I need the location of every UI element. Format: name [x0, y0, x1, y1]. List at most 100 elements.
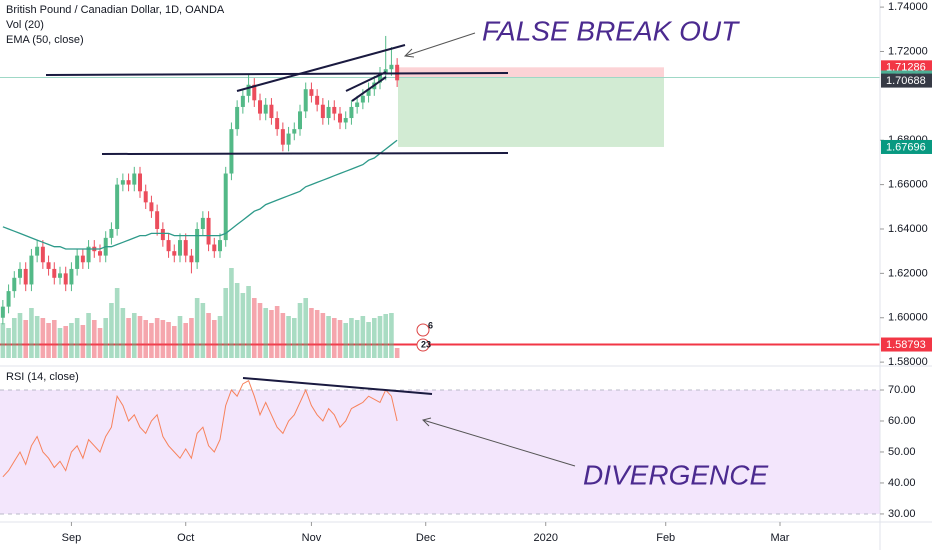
y-tick-label: 60.00 — [888, 415, 916, 427]
candle-body — [355, 102, 360, 107]
drawings — [45, 44, 509, 395]
price-label-box — [881, 73, 932, 88]
volume-bar — [63, 326, 69, 358]
candle-body — [86, 246, 91, 263]
candle-body — [98, 251, 102, 256]
volume-bar — [51, 320, 57, 358]
axis-layer: Sep Oct Nov Dec 2020 Feb Mar 1.58000 1.60000 1.62… — [62, 1, 932, 544]
candle-body — [240, 95, 245, 107]
candle-body — [280, 129, 285, 145]
candle-body — [120, 180, 125, 185]
candle-body — [195, 228, 200, 263]
volume-bar — [303, 298, 309, 358]
candle-body — [75, 255, 80, 269]
y-tick-label: 1.58000 — [888, 356, 928, 368]
volume-bar — [383, 314, 389, 358]
candle-body — [366, 89, 371, 96]
candle-body — [29, 255, 34, 285]
candle-body — [178, 240, 182, 256]
divergence-line — [242, 377, 433, 395]
y-tick-label: 40.00 — [888, 477, 916, 489]
volume-bar — [280, 313, 286, 358]
volume-bar — [377, 316, 383, 358]
y-tick-label: 1.66000 — [888, 179, 928, 191]
volume-bar — [343, 323, 349, 358]
volume-bar — [389, 313, 394, 358]
volume-bar — [69, 323, 74, 358]
candle-body — [200, 217, 205, 229]
volume-bar — [0, 323, 6, 358]
volume-bar — [109, 303, 114, 358]
y-tick-label: 1.60000 — [888, 312, 928, 324]
candle-body — [18, 268, 22, 278]
candle-body — [269, 104, 274, 119]
volume-bar — [257, 303, 263, 358]
y-tick-label: 30.00 — [888, 508, 916, 520]
candle-body — [189, 255, 194, 263]
volume-bar — [97, 328, 103, 358]
candle-body — [69, 268, 74, 285]
volume-bar — [269, 310, 274, 358]
candle-body — [258, 100, 262, 114]
volume-bar — [40, 318, 46, 358]
volume-bar — [314, 310, 320, 358]
y-tick-label: 1.72000 — [888, 45, 928, 57]
candle-body — [149, 202, 154, 212]
volume-bar — [331, 318, 337, 358]
volume-bar — [143, 320, 149, 358]
candle-body — [109, 228, 114, 238]
event-icon — [416, 338, 430, 352]
x-tick-label: Mar — [771, 532, 790, 544]
x-tick-label: Feb — [656, 532, 675, 544]
volume-bar — [166, 322, 171, 358]
arrows — [403, 32, 576, 467]
candle-body — [275, 118, 280, 130]
volume-bar — [217, 316, 223, 358]
arrow — [422, 417, 576, 467]
candle-body — [6, 291, 11, 307]
rsi-line — [2, 379, 398, 478]
candle-body — [155, 211, 160, 229]
ema-label: EMA (50, close) — [6, 34, 84, 46]
candle-body — [320, 104, 325, 119]
candle-body — [263, 104, 268, 114]
volume-bar — [326, 316, 331, 358]
wedge-line — [351, 76, 387, 102]
candle-body — [46, 262, 51, 269]
wedge-line — [236, 44, 406, 92]
price-label: 1.58793 — [886, 339, 926, 351]
candle-body — [63, 273, 68, 285]
candle-body — [338, 113, 342, 123]
volume-bar — [206, 313, 211, 358]
price-label-box — [881, 337, 932, 352]
event-label: 23 — [421, 339, 431, 349]
volume-bar — [29, 308, 34, 358]
volume-bar — [251, 298, 257, 358]
support-line — [101, 152, 509, 155]
y-tick-label: 1.74000 — [888, 1, 928, 13]
candle-body — [52, 268, 57, 278]
volume-bar — [240, 293, 246, 358]
price-label: 1.70688 — [886, 75, 926, 87]
rsi-band — [0, 390, 880, 514]
volume-bar — [263, 308, 269, 358]
candle-body — [0, 306, 5, 318]
volume-bar — [11, 318, 17, 358]
volume-bar — [120, 308, 126, 358]
x-tick-label: Nov — [302, 532, 322, 544]
chart-title: British Pound / Canadian Dollar, 1D, OAN… — [6, 4, 225, 16]
volume-bar — [189, 318, 194, 358]
volume-bar — [131, 313, 137, 358]
candle-body — [126, 180, 131, 185]
candle-body — [115, 184, 120, 229]
volume-bar — [234, 283, 240, 358]
candle-body — [343, 118, 348, 123]
candle-body — [309, 89, 314, 96]
candle-body — [40, 246, 45, 263]
candle-body — [229, 129, 234, 174]
candle-body — [212, 244, 217, 252]
event-label: 6 — [428, 320, 433, 330]
volume-bar — [160, 320, 166, 358]
candle-body — [303, 89, 308, 112]
